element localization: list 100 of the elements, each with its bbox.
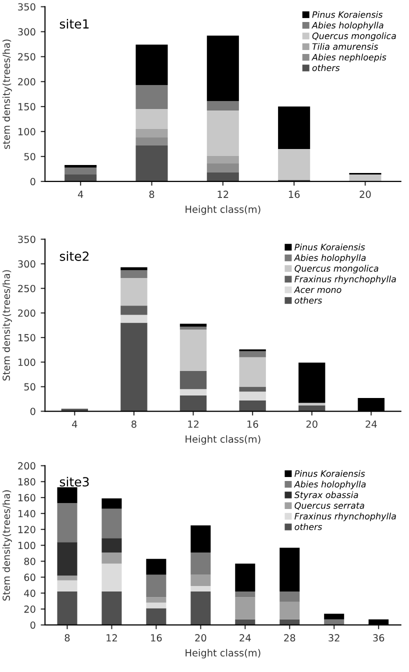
bar	[120, 306, 148, 315]
x-tick-label: 8	[64, 634, 70, 642]
bar	[349, 174, 382, 182]
bar	[120, 270, 148, 278]
bar	[239, 351, 266, 358]
bar	[206, 172, 239, 182]
bar	[146, 608, 166, 625]
legend-label: Styrax obassia	[294, 491, 358, 500]
y-tick-label: 100	[18, 542, 36, 550]
x-tick-label: 4	[78, 190, 84, 198]
bar	[102, 538, 122, 552]
legend-label: Pinus Koraiensis	[294, 470, 365, 477]
bar	[239, 392, 266, 400]
bar	[57, 580, 78, 592]
x-tick-label: 8	[149, 190, 154, 198]
bar	[239, 386, 266, 392]
y-tick-label: 100	[18, 128, 36, 136]
bar	[239, 357, 266, 387]
y-tick-label: 40	[24, 590, 36, 597]
bar	[239, 400, 266, 412]
bar	[146, 558, 166, 575]
y-tick-label: 150	[18, 334, 36, 342]
legend-label: Pinus Koraiensis	[294, 244, 365, 250]
x-tick-label: 16	[247, 420, 258, 428]
y-tick-label: 50	[24, 383, 36, 391]
x-tick-label: 4	[72, 420, 78, 428]
bar	[136, 129, 168, 138]
x-tick-label: 28	[284, 634, 296, 642]
bar	[206, 110, 239, 156]
bar	[57, 592, 78, 625]
x-tick-label: 12	[188, 420, 198, 428]
bar	[324, 614, 344, 620]
bar	[180, 326, 207, 330]
bar	[180, 396, 207, 412]
legend-label: Abies holophylla	[294, 480, 366, 490]
legend-label: Abies holophylla	[294, 254, 366, 263]
bar	[64, 164, 97, 168]
bar	[120, 314, 148, 323]
bar	[57, 542, 78, 576]
bar	[190, 525, 211, 552]
bar	[280, 619, 300, 625]
bar	[180, 389, 207, 396]
bar	[64, 167, 97, 174]
bar	[102, 592, 122, 625]
bar	[278, 106, 310, 149]
x-tick-label: 12	[106, 634, 117, 642]
y-tick-label: 140	[18, 510, 36, 518]
x-tick-label: 20	[195, 634, 206, 642]
bar	[120, 267, 148, 270]
legend-label: others	[294, 523, 322, 530]
bar	[136, 146, 168, 182]
y-axis-title: stem density(trees/ha)	[2, 40, 12, 149]
bar	[64, 174, 97, 182]
y-tick-label: 300	[18, 28, 36, 36]
legend-label: Fraxinus rhynchophylla	[294, 512, 396, 522]
bar	[180, 330, 207, 371]
bar	[206, 101, 239, 111]
bar	[280, 602, 300, 620]
text: site2	[60, 251, 88, 261]
bar	[235, 564, 256, 592]
y-tick-label: 150	[18, 103, 36, 110]
y-tick-label: 350	[18, 3, 36, 11]
y-tick-label: 180	[18, 478, 36, 486]
bar	[190, 552, 211, 575]
bar	[235, 597, 256, 620]
bar	[280, 592, 300, 602]
y-tick-label: 60	[24, 574, 36, 582]
bar	[190, 586, 211, 592]
x-tick-label: 36	[373, 634, 384, 642]
legend-label: Tilia amurensis	[312, 43, 378, 50]
bar	[136, 109, 168, 130]
bar	[120, 322, 148, 412]
y-tick-label: 200	[18, 78, 36, 86]
legend-label: Abies nephloepis	[312, 54, 386, 62]
bar	[136, 44, 168, 86]
y-tick-label: 200	[18, 462, 36, 470]
x-tick-label: 8	[132, 420, 136, 428]
legend-label: Acer mono	[294, 286, 342, 294]
y-axis-title: Stem density(trees/ha)	[2, 270, 12, 380]
x-tick-label: 32	[328, 634, 340, 642]
y-tick-label: 160	[18, 494, 36, 502]
y-tick-label: 200	[18, 309, 36, 317]
x-tick-label: 16	[151, 634, 162, 642]
y-tick-label: 50	[24, 152, 36, 160]
x-axis-title: Height class(m)	[186, 648, 260, 658]
x-tick-label: 24	[240, 634, 251, 642]
legend-label: Pinus Koraiensis	[312, 11, 383, 18]
bar	[136, 85, 168, 110]
legend-label: others	[294, 296, 322, 304]
bar	[136, 138, 168, 146]
text: site1	[60, 18, 89, 29]
y-tick-label: 250	[18, 284, 36, 292]
bar	[102, 508, 122, 538]
y-tick-label: 0	[30, 408, 36, 416]
y-tick-label: 80	[24, 558, 36, 566]
bar	[102, 552, 122, 564]
bar	[180, 370, 207, 390]
bar	[102, 564, 122, 592]
bar	[57, 503, 78, 542]
text: site3	[60, 476, 89, 487]
